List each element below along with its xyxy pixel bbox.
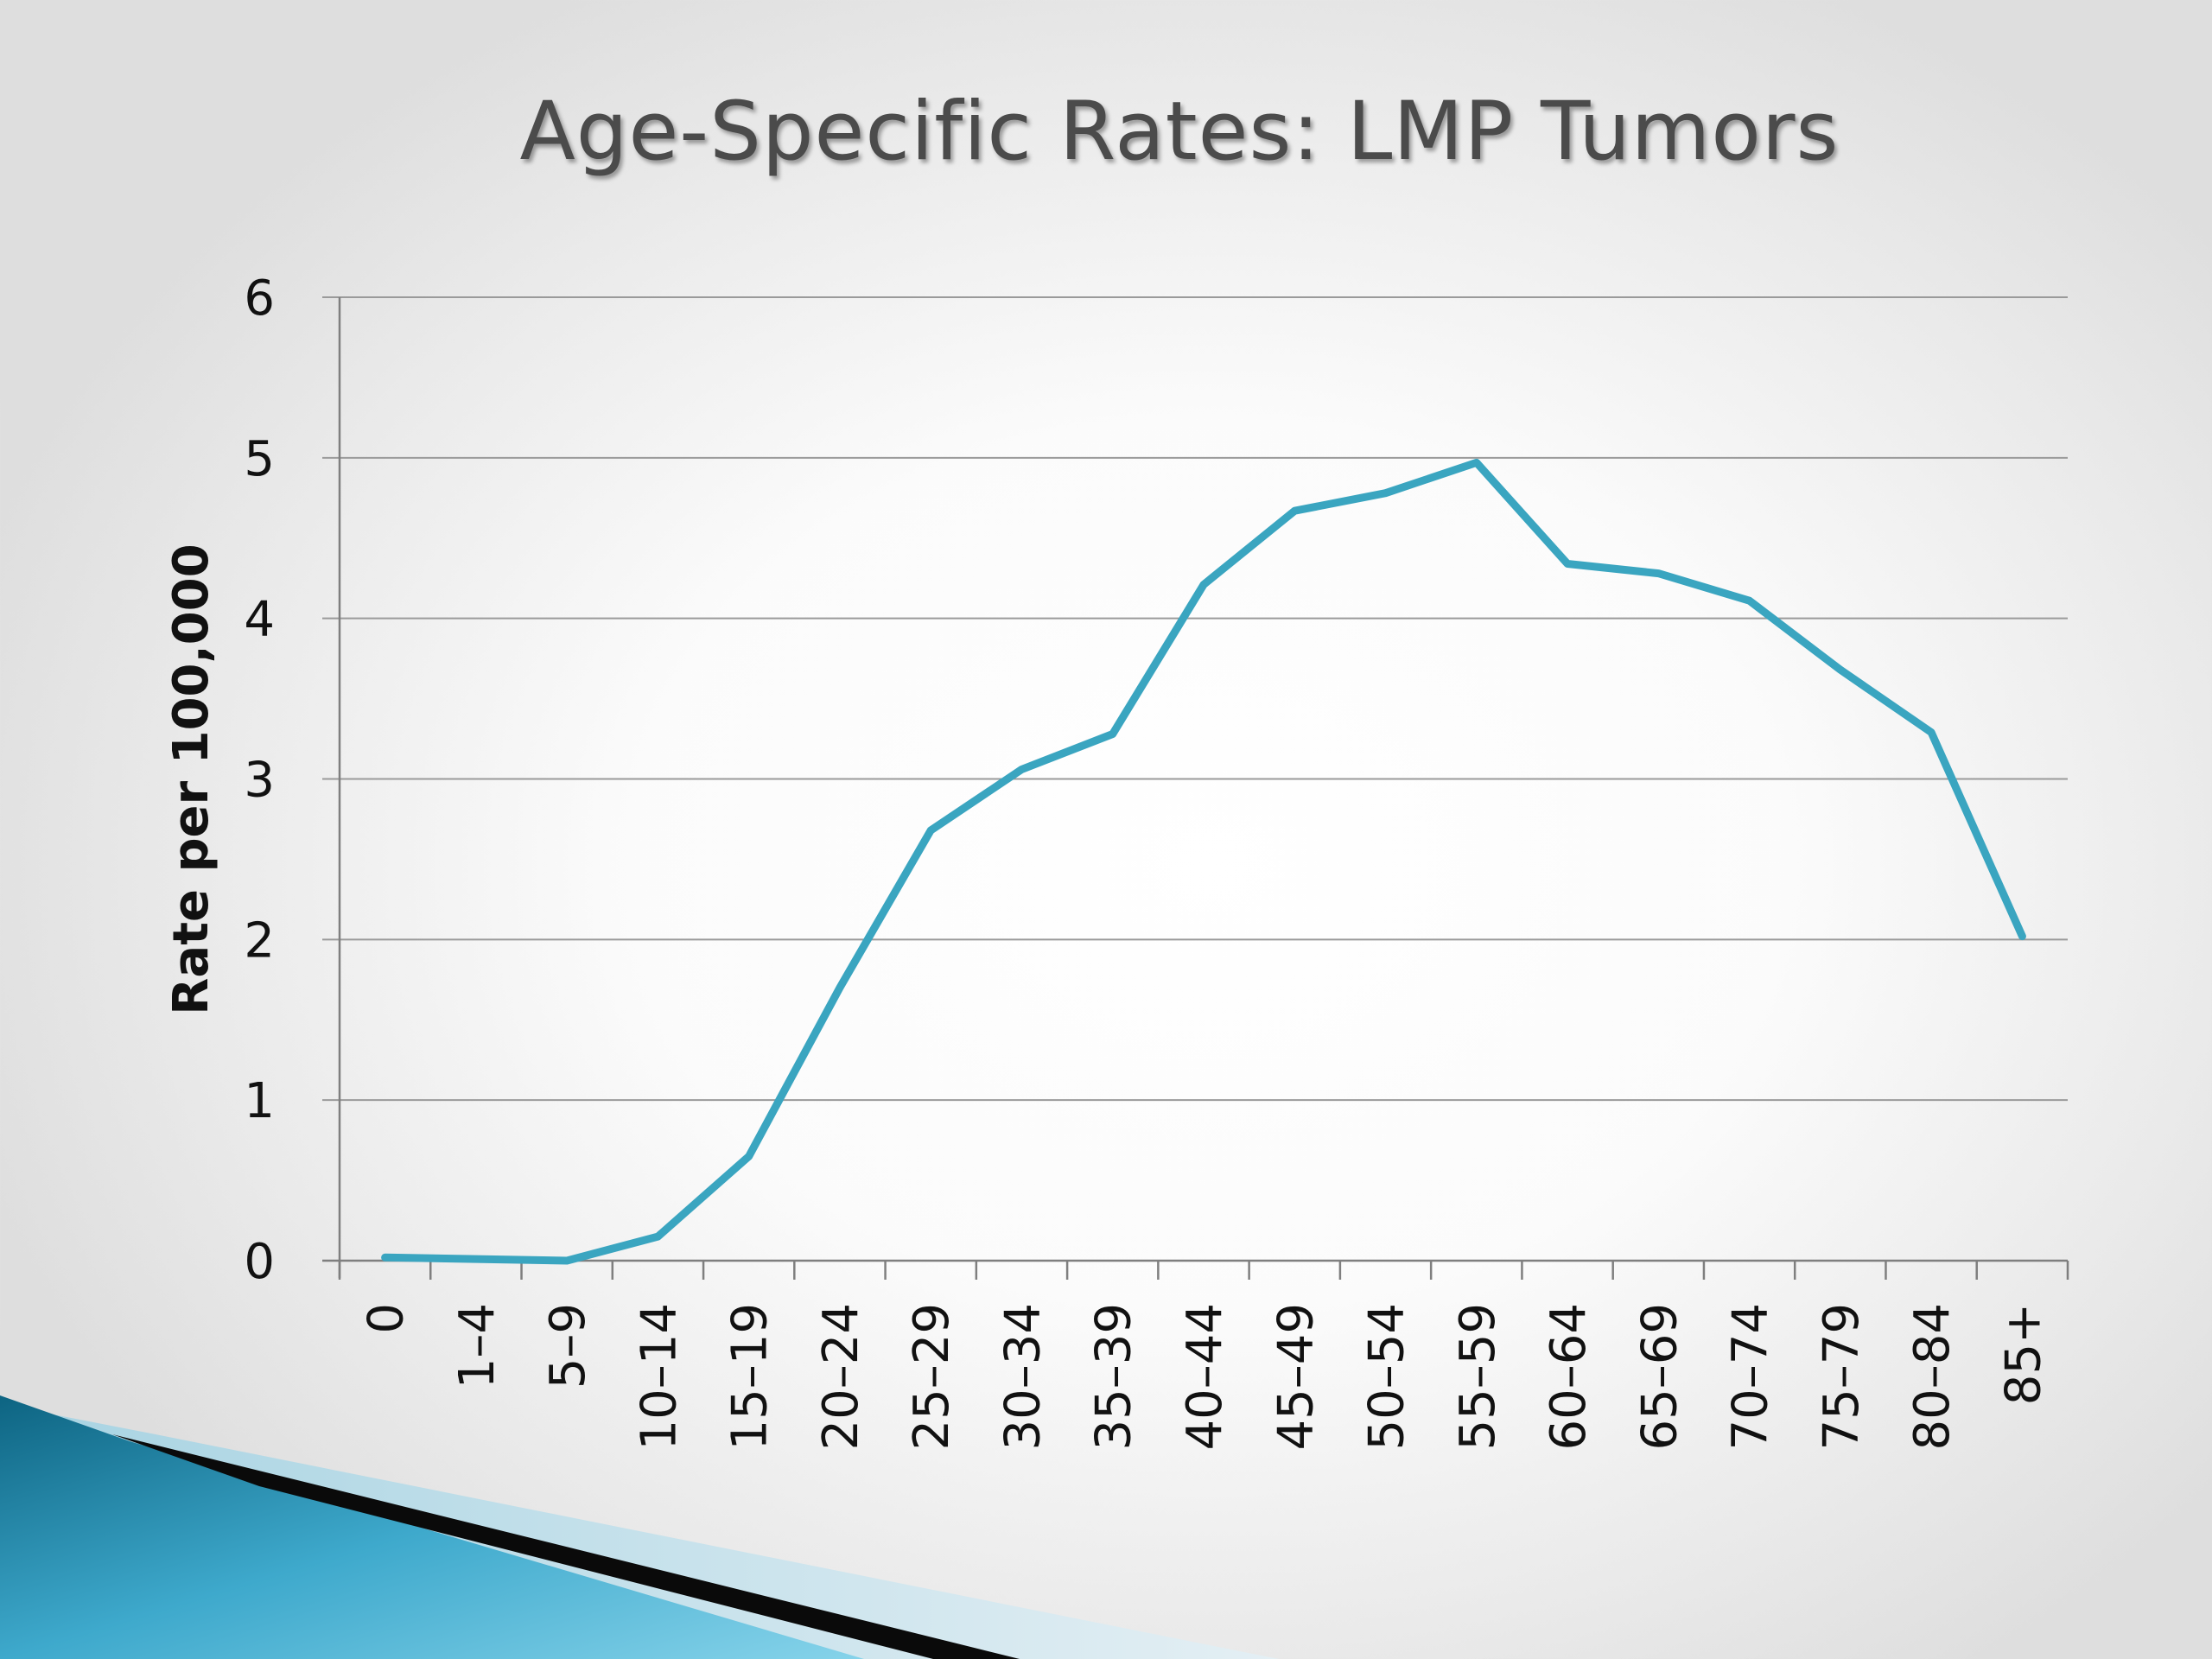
axes	[322, 297, 2069, 1280]
data-point	[1476, 461, 1478, 463]
x-tick-label: 5–9	[540, 1303, 596, 1389]
data-point	[1930, 732, 1932, 734]
data-point	[748, 1155, 750, 1157]
x-tick-label: 0	[359, 1303, 415, 1334]
y-tick-label: 2	[244, 912, 275, 969]
series-line	[381, 458, 2026, 1265]
series-layer	[381, 458, 2026, 1265]
data-point	[1567, 563, 1568, 564]
data-point	[475, 1258, 477, 1260]
x-tick-label: 1–4	[449, 1303, 505, 1389]
x-tick-label: 35–39	[1086, 1303, 1142, 1451]
y-tick-label: 1	[244, 1073, 275, 1129]
data-point	[1020, 768, 1022, 770]
x-tick-label: 75–79	[1814, 1303, 1870, 1451]
x-tick-label: 85+	[1995, 1303, 2051, 1405]
y-tick-label: 0	[244, 1234, 275, 1290]
x-tick-label: 15–19	[722, 1303, 779, 1451]
ribbon-black	[112, 1434, 1020, 1659]
data-point	[1112, 733, 1114, 734]
x-tick-label: 55–59	[1450, 1303, 1506, 1451]
data-point	[839, 987, 841, 988]
data-point	[1294, 510, 1295, 512]
x-tick-label: 10–14	[631, 1303, 687, 1451]
y-tick-label: 4	[244, 592, 275, 648]
data-point	[1749, 600, 1751, 601]
gridlines	[322, 296, 2068, 1102]
corner-decoration	[0, 1395, 1279, 1659]
data-point	[2021, 936, 2023, 938]
data-point	[566, 1260, 568, 1262]
x-tick-label: 45–49	[1268, 1303, 1324, 1451]
y-tick-label: 5	[244, 431, 275, 487]
x-tick-label: 20–24	[813, 1303, 869, 1451]
x-tick-label: 70–74	[1723, 1303, 1779, 1451]
y-axis-tick-labels: 0 1 2 3 4 5 6	[244, 270, 275, 1290]
data-point	[385, 1256, 386, 1258]
data-point	[1203, 584, 1205, 586]
x-tick-label: 30–34	[995, 1303, 1051, 1451]
x-tick-label: 80–84	[1904, 1303, 1961, 1451]
data-point	[1657, 573, 1659, 575]
x-tick-label: 40–44	[1177, 1303, 1233, 1451]
x-axis-tick-labels: 0 1–4 5–9 10–14 15–19 20–24 25–29 30–34 35–39 40–…	[359, 1303, 2052, 1451]
slide-title: Age-Specific Rates: LMP Tumors	[519, 85, 1840, 179]
x-tick-label: 65–69	[1631, 1303, 1688, 1451]
data-point	[657, 1236, 658, 1237]
y-tick-label: 3	[244, 753, 275, 809]
x-tick-label: 60–64	[1541, 1303, 1597, 1451]
x-tick-label: 50–54	[1359, 1303, 1415, 1451]
data-point	[930, 830, 931, 831]
ribbon-blue	[0, 1395, 864, 1659]
data-point	[1385, 493, 1387, 494]
data-point	[1840, 669, 1841, 671]
y-axis-label: Rate per 100,000	[163, 543, 219, 1014]
y-tick-label: 6	[244, 270, 275, 327]
x-tick-label: 25–29	[904, 1303, 960, 1451]
